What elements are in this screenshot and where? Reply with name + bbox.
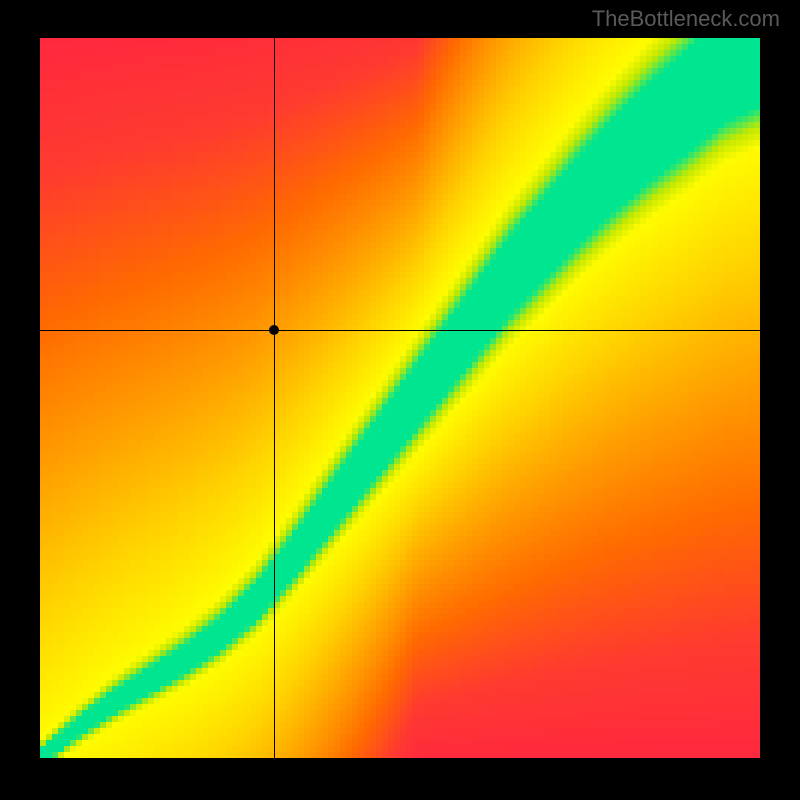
crosshair-vertical xyxy=(274,38,275,758)
watermark-text: TheBottleneck.com xyxy=(592,6,780,32)
crosshair-horizontal xyxy=(40,330,760,331)
plot-area xyxy=(40,38,760,758)
heatmap-canvas xyxy=(40,38,760,758)
chart-container: TheBottleneck.com xyxy=(0,0,800,800)
data-point-marker xyxy=(269,325,279,335)
